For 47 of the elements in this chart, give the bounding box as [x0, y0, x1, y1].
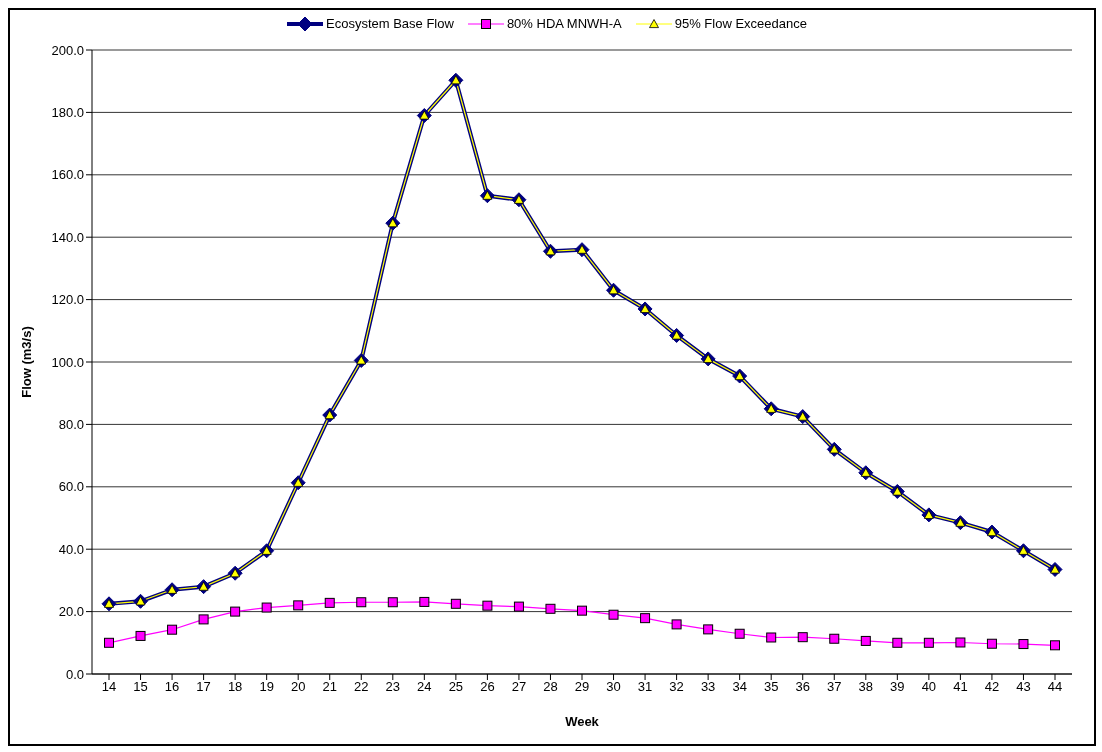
- x-tick-label: 39: [890, 679, 905, 695]
- x-tick-label: 32: [669, 679, 684, 695]
- x-tick-label: 36: [795, 679, 810, 695]
- legend-label: Ecosystem Base Flow: [326, 16, 454, 31]
- legend-label: 95% Flow Exceedance: [674, 16, 807, 31]
- x-tick-label: 40: [921, 679, 937, 695]
- x-tick-label: 18: [227, 679, 243, 695]
- x-tick-label: 38: [858, 679, 874, 695]
- y-tick-label: 100.0: [51, 354, 84, 370]
- x-tick-label: 25: [448, 679, 464, 695]
- x-tick-label: 21: [322, 679, 337, 695]
- x-tick-label: 20: [290, 679, 306, 695]
- x-tick-label: 24: [417, 679, 432, 695]
- x-tick-label: 30: [606, 679, 621, 695]
- y-tick-label: 0.0: [65, 666, 84, 682]
- x-tick-label: 17: [196, 679, 211, 695]
- y-tick-label: 140.0: [51, 229, 84, 245]
- y-tick-label: 120.0: [51, 292, 84, 308]
- y-tick-label: 80.0: [58, 417, 84, 433]
- x-tick-label: 27: [511, 679, 527, 695]
- x-tick-label: 44: [1047, 679, 1063, 695]
- x-tick-label: 43: [1016, 679, 1031, 695]
- y-tick-label: 200.0: [51, 42, 84, 58]
- x-tick-label: 14: [101, 679, 117, 695]
- x-tick-label: 42: [984, 679, 1000, 695]
- legend-label: 80% HDA MNWH-A: [506, 16, 622, 31]
- x-tick-label: 35: [763, 679, 779, 695]
- x-tick-label: 23: [385, 679, 401, 695]
- x-axis-title: Week: [565, 714, 600, 729]
- x-tick-label: 34: [732, 679, 747, 695]
- x-tick-label: 26: [480, 679, 495, 695]
- x-tick-label: 16: [164, 679, 180, 695]
- y-axis-title: Flow (m3/s): [18, 326, 34, 398]
- x-tick-label: 31: [637, 679, 653, 695]
- y-tick-label: 20.0: [58, 604, 84, 620]
- x-tick-label: 29: [574, 679, 590, 695]
- x-tick-label: 33: [700, 679, 716, 695]
- y-tick-label: 180.0: [51, 105, 84, 121]
- x-tick-label: 19: [259, 679, 274, 695]
- y-tick-label: 160.0: [51, 167, 84, 183]
- x-tick-label: 28: [543, 679, 558, 695]
- x-tick-label: 15: [133, 679, 148, 695]
- y-tick-label: 40.0: [58, 541, 84, 557]
- x-tick-label: 41: [953, 679, 968, 695]
- y-tick-label: 60.0: [58, 479, 84, 495]
- x-tick-label: 22: [354, 679, 369, 695]
- x-tick-label: 37: [827, 679, 842, 695]
